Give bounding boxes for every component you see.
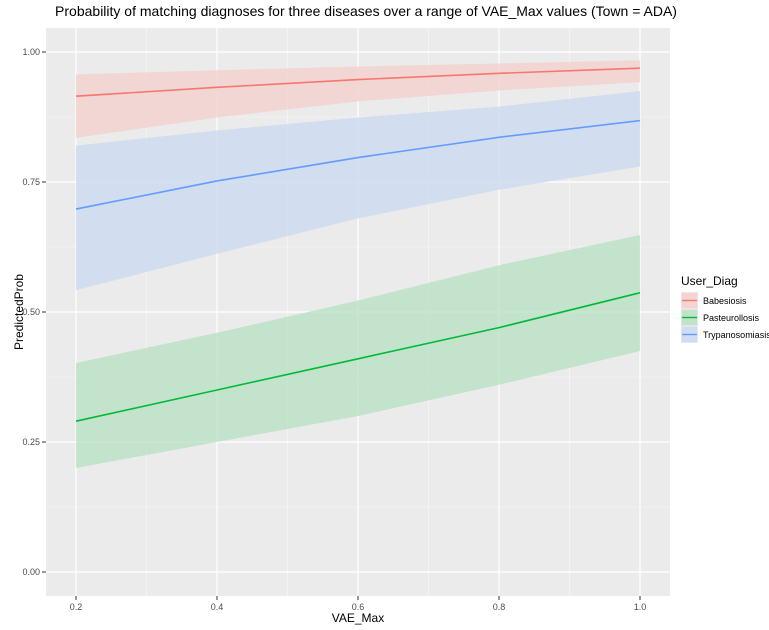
y-axis-label: PredictedProb [12,274,26,350]
x-tick-label: 0.8 [493,602,506,612]
legend-item-babesiosis: Babesiosis [681,292,747,309]
line-pasteurollosis [75,291,641,422]
legend-items: Babesiosis Pasteurollosis Trypanosomiasis [681,292,769,343]
x-axis-label: VAE_Max [332,611,384,625]
x-tick-label: 1.0 [634,602,647,612]
x-tick-label: 0.6 [352,602,365,612]
legend-title: User_Diag [681,274,738,288]
x-tick-label: 0.2 [70,602,83,612]
ribbon-babesiosis [76,60,640,138]
ribbon-trypanosomiasis [76,91,640,291]
y-tick-label: 0.00 [22,567,40,577]
legend-item-trypanosomiasis: Trypanosomiasis [681,326,769,343]
y-tick-label: 0.25 [22,437,40,447]
chart-title: Probability of matching diagnoses for th… [55,3,677,19]
y-tick-label: 0.50 [22,307,40,317]
y-tick-label: 0.75 [22,177,40,187]
legend-label: Pasteurollosis [703,313,760,323]
axis-layer: 0.2 0.4 0.6 0.8 1.0 0.00 0.25 0.50 0.75 1.00 [22,47,646,612]
legend: User_Diag Babesiosis Pasteurollosis Trypan… [681,274,769,343]
legend-label: Babesiosis [703,296,747,306]
ribbon-pasteurollosis [76,235,640,468]
line-trypanosomiasis [75,119,641,210]
x-tick-label: 0.4 [211,602,224,612]
y-tick-label: 1.00 [22,47,40,57]
legend-item-pasteurollosis: Pasteurollosis [681,309,760,326]
line-layer [75,67,641,422]
line-babesiosis [75,67,641,97]
legend-label: Trypanosomiasis [703,330,769,340]
ribbon-layer [76,60,640,468]
